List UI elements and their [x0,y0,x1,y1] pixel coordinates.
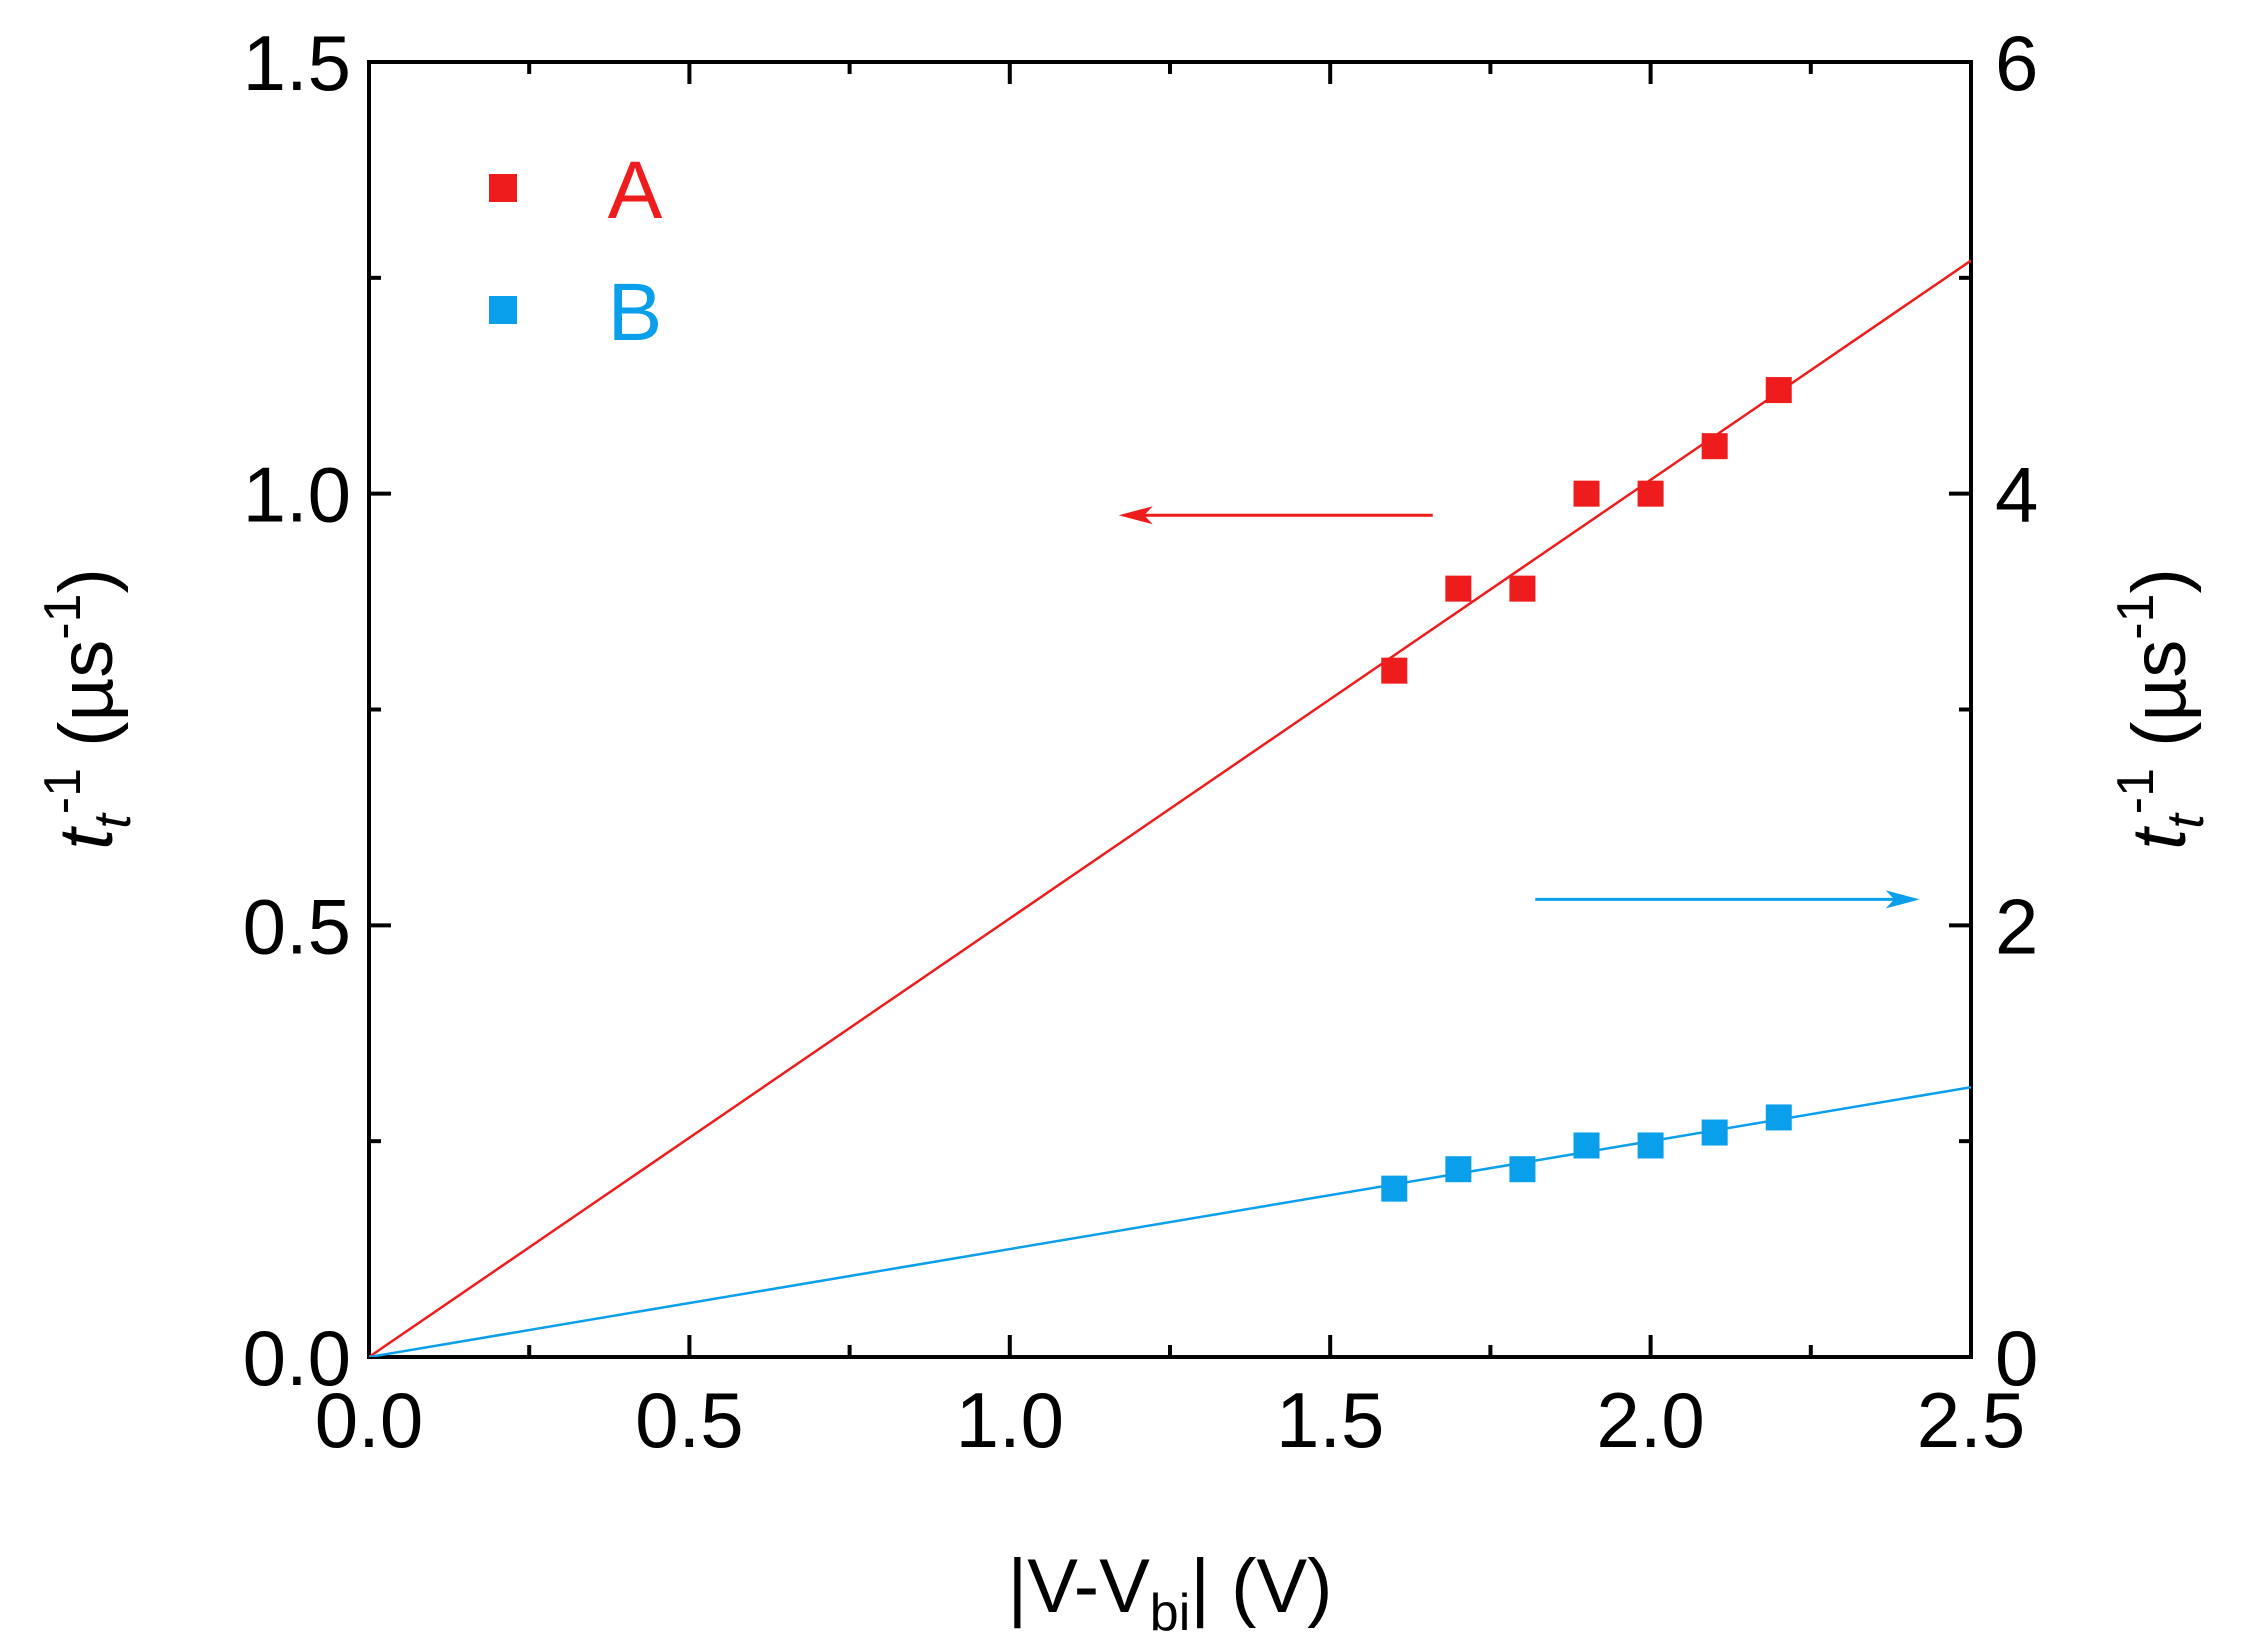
data-point-a [1509,575,1536,602]
left-axis-arrow-head [1118,506,1153,525]
data-point-b [1445,1156,1472,1183]
data-point-b [1765,1104,1792,1131]
fit-line-a [369,259,1971,1357]
data-point-b [1701,1119,1728,1146]
y-left-tick-label: 0.5 [243,882,351,970]
y-right-label-subscript: t [2157,812,2215,829]
data-point-a [1573,480,1600,507]
y-left-label-unit-sup: -1 [34,594,92,640]
x-axis-label: |V-Vbi| (V) [1008,1544,1333,1637]
plot-frame [367,60,1973,1359]
fit-lines [369,259,1971,1357]
x-tick-label: 1.0 [956,1376,1064,1464]
x-axis-label-subscript: bi [1150,1584,1190,1637]
x-axis-label-suffix: | (V) [1190,1544,1332,1629]
y-right-axis-label: tt-1 (µs-1) [2107,568,2215,850]
y-right-tick-label: 4 [1995,451,2038,539]
y-right-tick-label: 2 [1995,882,2038,970]
y-right-label-unit-open: (µs [2117,640,2202,768]
legend: AB [489,145,663,358]
y-left-label-subscript: t [84,812,142,829]
y-right-tick-label: 0 [1995,1314,2038,1402]
data-point-a [1445,575,1472,602]
data-point-a [1765,377,1792,404]
x-tick-label: 2.5 [1917,1376,2025,1464]
tick-labels: 0.0 0.5 1.0 1.5 2.0 2.5 0.0 0.5 1.0 1.5 0 2 4 6 [243,19,2039,1464]
right-axis-arrow-head [1885,890,1920,909]
y-right-label-unit-sup: -1 [2107,594,2165,640]
x-tick-label: 1.5 [1276,1376,1384,1464]
legend-marker-a [489,174,517,202]
x-tick-label: 2.0 [1596,1376,1704,1464]
y-left-axis-label: tt-1 (µs-1) [34,568,142,850]
data-point-b [1509,1156,1536,1183]
y-right-label-base: t [2117,826,2202,850]
data-point-a [1637,480,1664,507]
legend-label-b: B [608,267,663,358]
fit-line-b [369,1085,1971,1357]
y-left-tick-label: 1.0 [243,451,351,539]
data-point-a [1701,433,1728,460]
data-point-b [1637,1132,1664,1159]
ticks [367,60,1973,1359]
arrows [1118,506,1920,909]
data-point-a [1381,657,1408,684]
x-axis-label-prefix: |V-V [1008,1544,1151,1629]
x-tick-label: 0.0 [315,1376,423,1464]
y-right-tick-label: 6 [1995,19,2038,107]
y-left-label-unit-open: (µs [44,640,129,768]
x-tick-label: 0.5 [635,1376,743,1464]
y-left-label-superscript: -1 [34,768,92,814]
y-right-label-superscript: -1 [2107,768,2165,814]
legend-label-a: A [608,145,663,236]
y-left-label-unit-close: ) [44,568,129,593]
y-left-tick-label: 1.5 [243,19,351,107]
markers [1381,377,1792,1202]
data-point-b [1573,1132,1600,1159]
data-point-b [1381,1175,1408,1202]
y-left-tick-label: 0.0 [243,1314,351,1402]
y-left-label-base: t [44,826,129,850]
y-right-label-unit-close: ) [2117,568,2202,593]
legend-marker-b [489,296,517,324]
